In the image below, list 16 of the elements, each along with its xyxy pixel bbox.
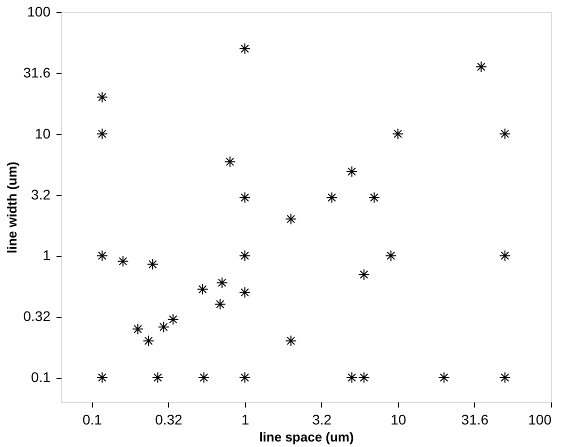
y-tick-label: 100 [27, 4, 51, 20]
x-tick-label: 3.2 [312, 412, 332, 428]
x-tick-label: 1 [241, 412, 250, 428]
y-tick-label: 1 [42, 247, 51, 264]
x-tick-label: 100 [528, 412, 552, 428]
x-tick-label: 0.1 [82, 412, 102, 428]
y-tick-label: 0.1 [31, 369, 51, 386]
y-tick-label: 31.6 [23, 64, 51, 80]
y-axis-title: line width (um) [4, 162, 20, 254]
y-tick-label: 10 [34, 125, 51, 142]
y-tick-label: 0.32 [23, 308, 51, 324]
x-tick-label: 31.6 [461, 412, 489, 428]
x-axis-title: line space (um) [259, 430, 354, 444]
x-tick-label: 10 [390, 412, 406, 428]
x-tick-label: 0.32 [155, 412, 183, 428]
y-tick-label: 3.2 [31, 186, 51, 202]
